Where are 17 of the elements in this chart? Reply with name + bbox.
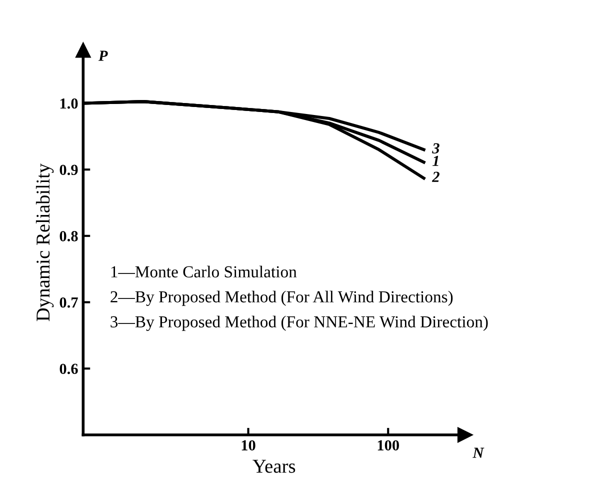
annotation: 2—By Proposed Method (For All Wind Directions) xyxy=(110,290,453,306)
y-tick-label: 0.8 xyxy=(60,231,78,242)
y-tick-label: 0.6 xyxy=(60,364,78,374)
y-axis-title: Dynamic Reliability xyxy=(36,163,54,322)
annotation: 3—By Proposed Method (For NNE-NE Wind Direction) xyxy=(110,316,488,331)
y-tick-label: 0.9 xyxy=(60,164,78,176)
y-tick-label: 0.7 xyxy=(60,297,78,308)
x-tick-label: 10 xyxy=(242,440,256,451)
text: N xyxy=(472,448,484,458)
y-tick-label: 1.0 xyxy=(60,98,78,109)
series-label: 3 xyxy=(432,143,440,154)
x-tick-label: 100 xyxy=(378,440,399,451)
annotation: P xyxy=(98,50,108,61)
x-axis-title: Years xyxy=(252,460,296,473)
series-label: 2 xyxy=(432,172,440,182)
annotation: 1—Monte Carlo Simulation xyxy=(111,266,297,278)
series-label: 1 xyxy=(432,156,438,166)
